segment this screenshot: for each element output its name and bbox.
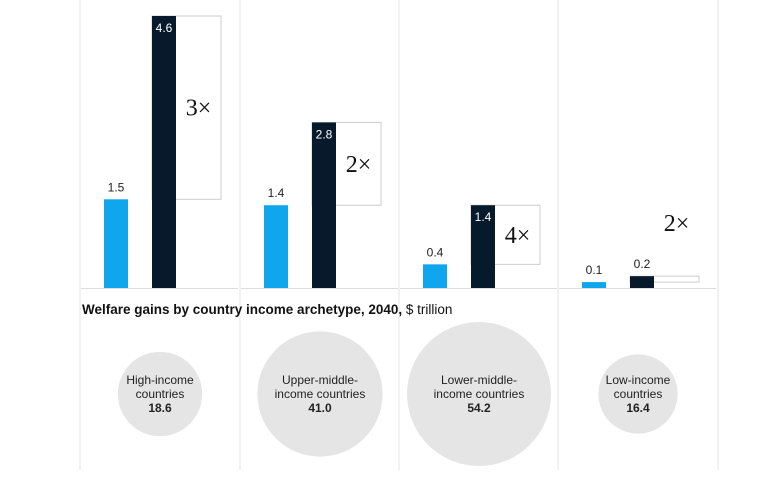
- bubble: [257, 331, 383, 457]
- value-label: 4.6: [156, 21, 173, 35]
- bubble-value: 18.6: [148, 401, 172, 415]
- multiplier-label: 2×: [664, 211, 690, 237]
- bar-series2: [152, 16, 176, 288]
- multiplier-label: 2×: [346, 152, 372, 178]
- bar-series2: [630, 276, 654, 288]
- bar-series2: [471, 205, 495, 288]
- value-label: 1.4: [268, 186, 285, 200]
- bubble: [407, 322, 551, 466]
- bar-series1: [423, 264, 447, 288]
- bubble-label: Upper-middle-: [282, 373, 358, 387]
- bubble-label: income countries: [275, 387, 366, 401]
- bubble-label: Lower-middle-: [441, 373, 517, 387]
- bubble-label: countries: [614, 387, 663, 401]
- value-label: 1.4: [475, 210, 492, 224]
- bubble-chart-title: Welfare gains by country income archetyp…: [82, 302, 452, 317]
- value-label: 0.1: [586, 263, 603, 277]
- bubble-value: 16.4: [626, 401, 650, 415]
- bubble-chart-unit: $ trillion: [405, 302, 453, 317]
- bubble-label: High-income: [126, 373, 194, 387]
- multiplier-label: 4×: [505, 223, 531, 249]
- bubble-value: 41.0: [308, 401, 332, 415]
- bubble-label: countries: [136, 387, 185, 401]
- bar-series1: [104, 199, 128, 288]
- multiplier-label: 3×: [186, 96, 212, 122]
- value-label: 2.8: [316, 127, 333, 141]
- value-label: 0.2: [634, 257, 651, 271]
- bubble-value: 54.2: [467, 401, 491, 415]
- bubble-label: income countries: [434, 387, 525, 401]
- value-label: 1.5: [108, 180, 125, 194]
- bar-series1: [264, 205, 288, 288]
- bubble: [117, 351, 203, 437]
- bubble: [598, 354, 678, 434]
- bubble-label: Low-income: [606, 373, 671, 387]
- value-label: 0.4: [427, 245, 444, 259]
- bar-series2: [312, 122, 336, 288]
- bubble-chart-title-text: Welfare gains by country income archetyp…: [82, 302, 403, 317]
- bar-series1: [582, 282, 606, 288]
